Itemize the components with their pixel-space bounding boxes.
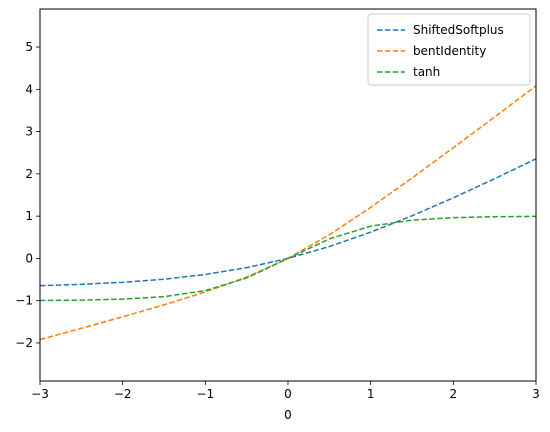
y-tick-label: −2 [15,336,33,350]
x-tick-label: 1 [367,387,375,401]
x-tick-label: 2 [450,387,458,401]
x-axis-label: 0 [284,408,292,422]
legend-box [367,13,531,86]
y-tick-label: 1 [25,209,33,223]
y-tick-label: 5 [25,40,33,54]
legend: ShiftedSoftplus bentIdentity tanh [367,13,531,86]
series-line-tanh [39,215,537,302]
y-tick-label: 4 [25,82,33,96]
y-tick-label: −1 [15,294,33,308]
x-tick-label: −3 [31,387,49,401]
y-axis-ticks: −2 −1 0 1 2 3 4 5 [15,40,40,350]
legend-label: tanh [413,65,440,79]
y-tick-label: 3 [25,125,33,139]
y-tick-label: 0 [25,251,33,265]
legend-label: bentIdentity [413,44,486,58]
series-lines [39,85,537,341]
series-line-shiftedsoftplus [39,158,537,287]
legend-label: ShiftedSoftplus [413,23,504,37]
x-axis-ticks: −3 −2 −1 0 1 2 3 [31,381,540,401]
x-tick-label: −1 [196,387,214,401]
x-tick-label: 3 [532,387,540,401]
x-tick-label: −2 [114,387,132,401]
y-tick-label: 2 [25,167,33,181]
x-tick-label: 0 [284,387,292,401]
series-line-bentidentity [39,85,537,341]
